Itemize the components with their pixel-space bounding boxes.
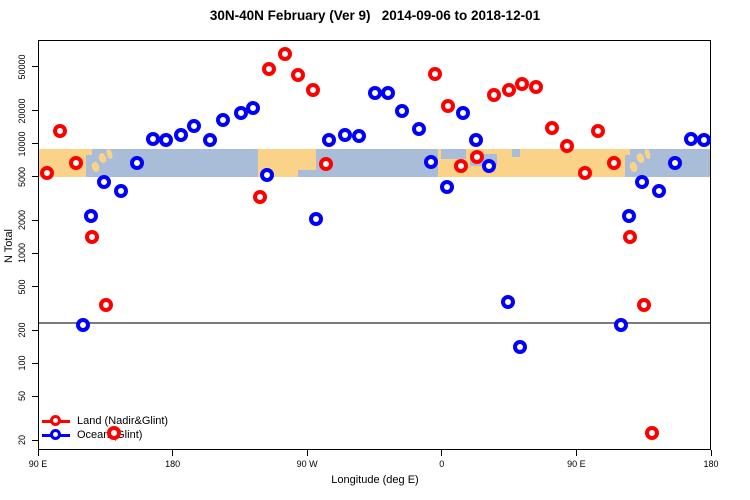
legend-label: Land (Nadir&Glint) bbox=[77, 415, 169, 427]
chart-title: 30N-40N February (Ver 9) 2014-09-06 to 2… bbox=[209, 8, 541, 23]
plot-area bbox=[38, 40, 711, 450]
sea-segment bbox=[298, 169, 317, 177]
x-axis-title: Longitude (deg E) bbox=[331, 474, 419, 486]
sea-segment bbox=[441, 149, 466, 160]
y-axis-title: N Total bbox=[3, 228, 15, 264]
legend: Land (Nadir&Glint) Ocean (Glint) bbox=[40, 414, 260, 442]
sea-segment bbox=[512, 149, 521, 158]
legend-item: Land (Nadir&Glint) bbox=[40, 414, 260, 428]
y-tick-label: 200 bbox=[17, 322, 27, 338]
plot-border bbox=[38, 40, 711, 450]
reference-line bbox=[38, 321, 711, 324]
y-tick-label: 2000 bbox=[17, 210, 27, 231]
land-segment bbox=[438, 149, 625, 177]
y-tick-label: 20 bbox=[17, 435, 27, 446]
legend-label: Ocean (Glint) bbox=[77, 429, 143, 441]
x-tick-label: 90 E bbox=[567, 459, 586, 469]
x-tick-label: 180 bbox=[703, 459, 719, 469]
map-band bbox=[38, 40, 711, 450]
land-segment bbox=[85, 149, 92, 156]
legend-item: Ocean (Glint) bbox=[40, 428, 260, 442]
x-tick-label: 90 E bbox=[28, 459, 48, 469]
x-tick-label: 90 W bbox=[296, 459, 318, 469]
land-segment bbox=[623, 149, 631, 156]
x-tick-label: 0 bbox=[439, 459, 445, 469]
x-tick-label: 180 bbox=[165, 459, 181, 469]
y-tick-label: 20000 bbox=[17, 98, 27, 124]
y-tick-label: 50000 bbox=[17, 54, 27, 80]
